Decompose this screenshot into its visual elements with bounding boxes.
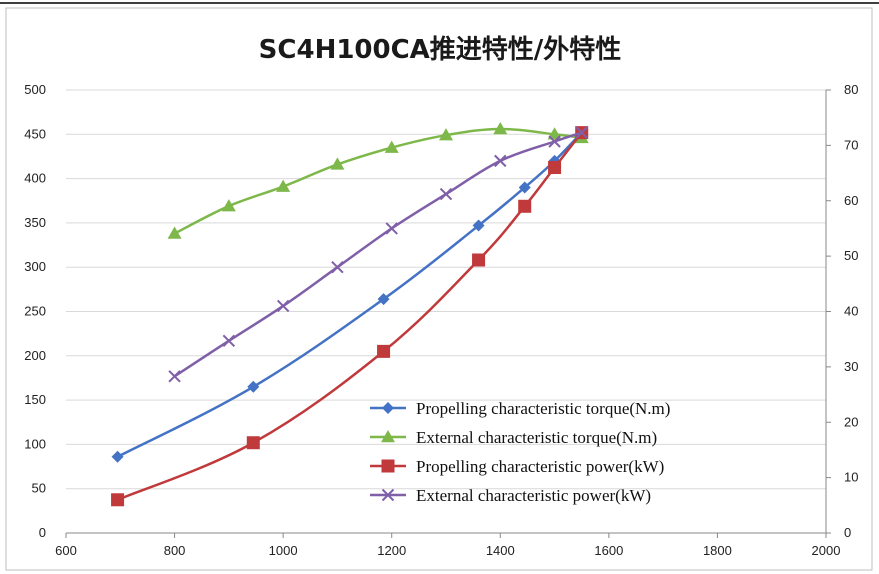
y-left-tick-label: 500 [24, 82, 46, 97]
data-point [221, 199, 236, 212]
series-1 [167, 121, 589, 239]
y-left-tick-label: 250 [24, 304, 46, 319]
data-point [472, 253, 486, 267]
y-left-tick-label: 400 [24, 171, 46, 186]
data-point [385, 222, 398, 235]
data-point [168, 370, 181, 383]
data-point [548, 161, 562, 175]
data-point [493, 121, 508, 135]
y-left-tick-label: 300 [24, 259, 46, 274]
data-point [111, 450, 124, 463]
data-point [377, 344, 391, 358]
data-point [330, 157, 345, 170]
y-right-tick-label: 50 [844, 248, 858, 263]
x-tick-label: 1600 [594, 543, 623, 558]
y-left-tick-label: 100 [24, 436, 46, 451]
x-tick-label: 1400 [486, 543, 515, 558]
y-left-tick-label: 200 [24, 348, 46, 363]
data-point [276, 299, 290, 313]
data-point [247, 380, 260, 393]
data-point [276, 179, 291, 192]
y-left-tick-label: 150 [24, 392, 46, 407]
data-point [377, 293, 390, 306]
data-point [331, 260, 344, 274]
data-point [246, 436, 260, 450]
data-point [575, 126, 588, 139]
data-point [518, 199, 532, 213]
x-tick-label: 1200 [377, 543, 406, 558]
y-left-tick-label: 350 [24, 215, 46, 230]
x-tick-label: 600 [55, 543, 77, 558]
y-left-tick-label: 0 [39, 525, 46, 540]
y-right-tick-label: 70 [844, 137, 858, 152]
legend-label: External characteristic power(kW) [416, 486, 651, 505]
y-right-tick-label: 10 [844, 470, 858, 485]
x-tick-label: 1800 [703, 543, 732, 558]
legend-label: Propelling characteristic torque(N.m) [416, 399, 670, 418]
data-point [439, 187, 453, 201]
data-point [384, 140, 399, 153]
series-line [117, 131, 583, 501]
legend-label: Propelling characteristic power(kW) [416, 457, 664, 476]
data-point [494, 154, 507, 168]
y-left-tick-label: 450 [24, 126, 46, 141]
x-tick-label: 1000 [269, 543, 298, 558]
x-tick-label: 2000 [812, 543, 841, 558]
data-point [548, 135, 561, 148]
y-right-tick-label: 20 [844, 414, 858, 429]
y-left-tick-label: 50 [32, 481, 46, 496]
data-point [439, 128, 453, 141]
data-point [111, 493, 125, 507]
series-3 [168, 126, 588, 383]
legend: Propelling characteristic torque(N.m) Ext… [370, 399, 670, 505]
axes: 0 50 100 150 200 250 300 350 400 450 500 0 10 20 30 40 5… [24, 82, 858, 558]
x-tick-label: 800 [164, 543, 186, 558]
y-right-tick-label: 80 [844, 82, 858, 97]
legend-marker [381, 459, 395, 473]
series-layer [111, 121, 589, 507]
data-point [167, 226, 182, 239]
data-point [547, 127, 562, 140]
chart-area-border [5, 7, 873, 571]
y-right-tick-label: 40 [844, 304, 858, 319]
data-point [222, 334, 236, 348]
chart-title: SC4H100CA推进特性/外特性 [259, 34, 622, 65]
data-point [518, 181, 531, 194]
y-right-tick-label: 60 [844, 193, 858, 208]
legend-marker [382, 402, 394, 414]
data-point [472, 219, 485, 232]
legend-label: External characteristic torque(N.m) [416, 428, 657, 447]
series-2 [111, 126, 589, 507]
y-right-tick-label: 30 [844, 359, 858, 374]
legend-marker [381, 488, 395, 502]
legend-marker [381, 430, 395, 443]
y-right-tick-label: 0 [844, 525, 851, 540]
